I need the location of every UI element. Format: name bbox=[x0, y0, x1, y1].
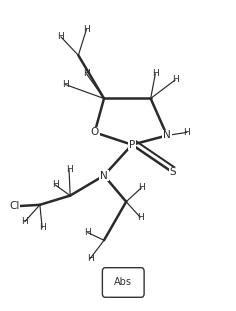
Text: S: S bbox=[169, 167, 176, 178]
Text: N: N bbox=[163, 131, 171, 141]
Text: N: N bbox=[100, 170, 108, 180]
Text: H: H bbox=[39, 223, 46, 232]
Text: H: H bbox=[137, 213, 143, 222]
Text: H: H bbox=[83, 69, 90, 78]
Text: H: H bbox=[62, 80, 69, 89]
Text: Cl: Cl bbox=[9, 201, 19, 211]
Text: H: H bbox=[84, 228, 91, 237]
Text: Abs: Abs bbox=[114, 277, 132, 287]
Text: H: H bbox=[83, 25, 90, 34]
Text: H: H bbox=[66, 165, 72, 174]
Text: H: H bbox=[21, 217, 28, 226]
Text: H: H bbox=[52, 180, 58, 189]
Text: P: P bbox=[129, 140, 135, 150]
Text: H: H bbox=[58, 32, 64, 41]
FancyBboxPatch shape bbox=[102, 268, 144, 297]
Text: H: H bbox=[87, 254, 93, 263]
Text: H: H bbox=[172, 76, 178, 85]
Text: H: H bbox=[138, 183, 145, 193]
Text: O: O bbox=[91, 128, 99, 137]
Text: H: H bbox=[152, 69, 159, 78]
Text: H: H bbox=[183, 128, 190, 137]
